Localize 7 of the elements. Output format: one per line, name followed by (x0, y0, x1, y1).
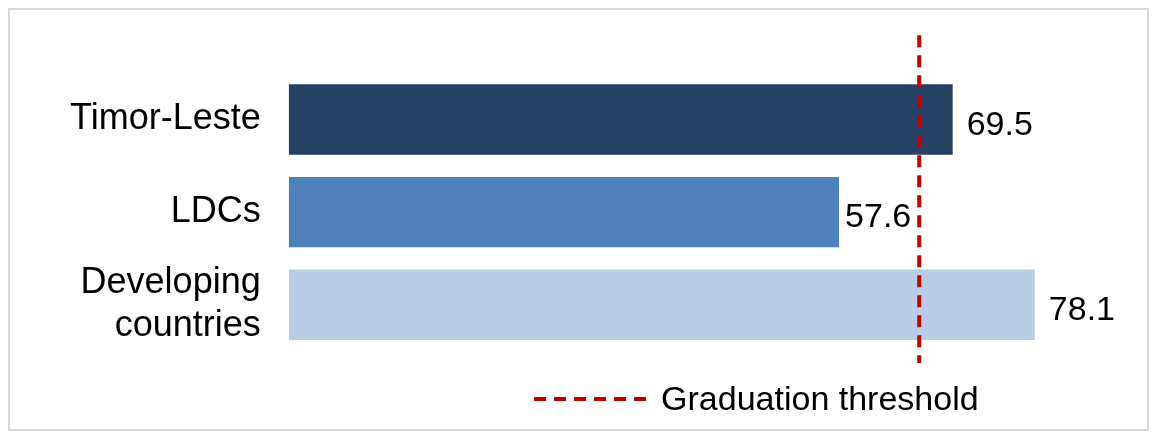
data-label: 69.5 (966, 103, 1033, 142)
y-tick-label: LDCs (170, 189, 261, 231)
y-tick-label: Timor-Leste (69, 96, 261, 138)
data-label: 78.1 (1048, 289, 1116, 328)
data-label: 57.6 (845, 196, 912, 235)
y-tick-label: Developing countries (80, 260, 261, 345)
legend-label: Graduation threshold (661, 379, 979, 418)
